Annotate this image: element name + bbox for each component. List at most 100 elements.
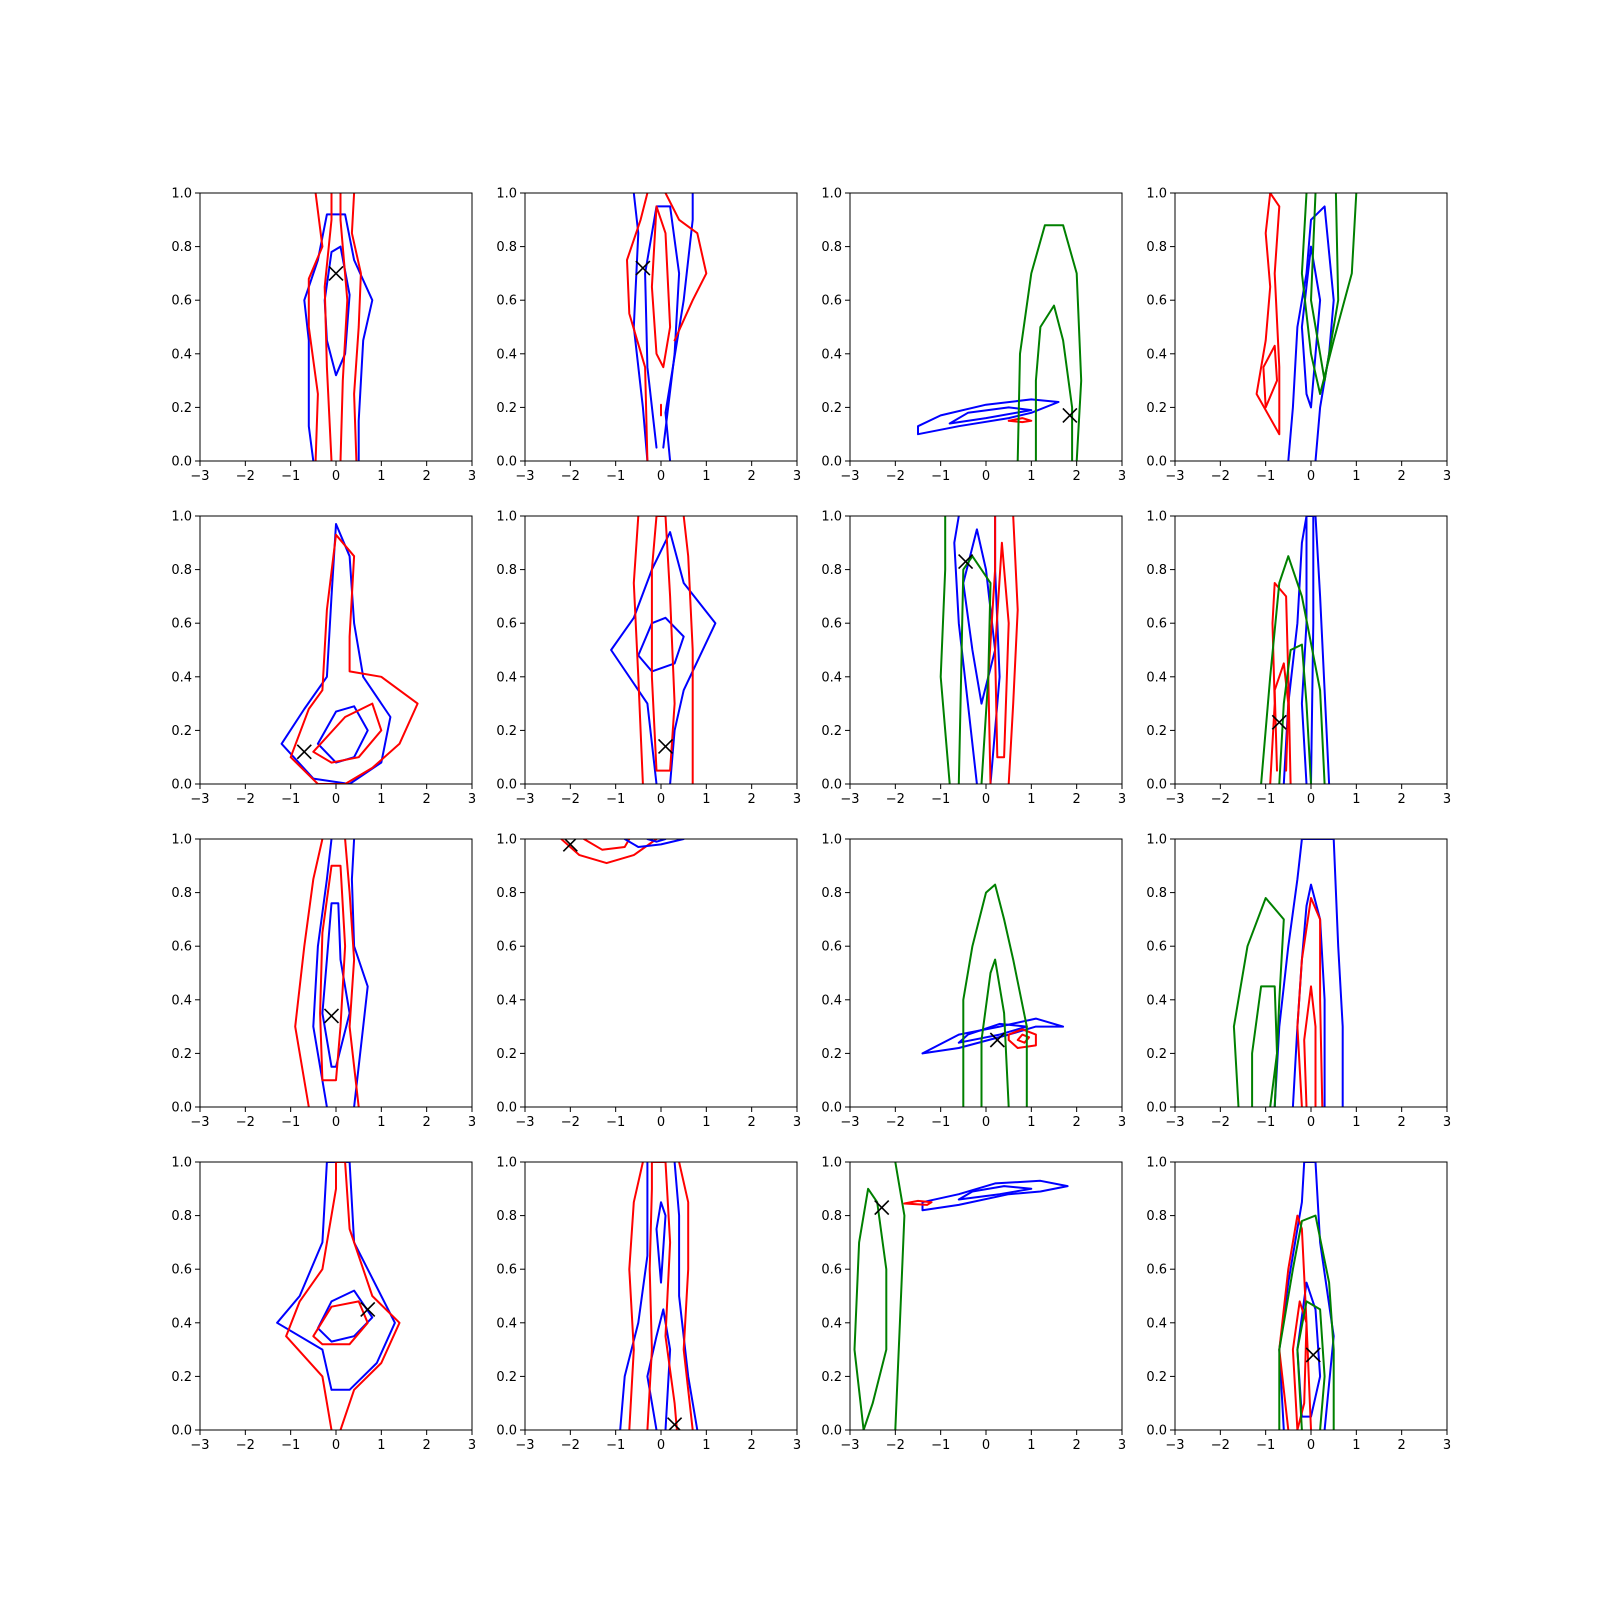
contour-red-3 xyxy=(312,1300,369,1346)
panel-2-1: −3 −2 −1 0 1 2 3 0.0 0.2 0.4 0.6 0.8 1.0 xyxy=(496,833,801,1131)
y-tick-label: 0.2 xyxy=(171,1047,192,1062)
contour-green-5 xyxy=(980,958,1010,1107)
y-tick-label: 0.4 xyxy=(171,670,192,685)
y-tick-label: 1.0 xyxy=(496,1156,517,1171)
y-tick-label: 0.0 xyxy=(496,778,517,793)
y-tick-label: 0.0 xyxy=(171,455,192,470)
x-marker xyxy=(1305,1347,1321,1363)
y-tick-label: 0.2 xyxy=(496,1047,517,1062)
contour-red-5 xyxy=(339,193,349,461)
x-tick-label: 1 xyxy=(702,1115,710,1130)
x-tick-label: 0 xyxy=(1307,1115,1315,1130)
x-tick-label: 3 xyxy=(793,1115,801,1130)
contour-red-3 xyxy=(1016,1033,1031,1044)
x-tick-label: −3 xyxy=(515,469,534,484)
y-tick-label: 0.0 xyxy=(496,1424,517,1439)
contour-red-3 xyxy=(312,702,383,764)
y-tick-label: 0.0 xyxy=(821,455,842,470)
x-tick-label: 0 xyxy=(982,1115,990,1130)
x-tick-label: −3 xyxy=(840,1438,859,1453)
x-tick-label: 3 xyxy=(1118,792,1126,807)
x-tick-label: 0 xyxy=(982,792,990,807)
contour-red-2 xyxy=(1007,1028,1037,1049)
x-marker xyxy=(958,553,974,570)
x-marker xyxy=(667,1417,683,1430)
axes-frame xyxy=(199,192,473,462)
x-tick-label: 0 xyxy=(1307,792,1315,807)
contours xyxy=(276,1162,401,1430)
y-tick-label: 1.0 xyxy=(821,1156,842,1171)
y-tick-label: 1.0 xyxy=(171,510,192,525)
y-tick-label: 1.0 xyxy=(821,187,842,202)
contour-red-3 xyxy=(1273,662,1290,772)
x-tick-label: −1 xyxy=(606,792,625,807)
y-tick-label: 0.8 xyxy=(496,886,517,901)
x-tick-label: −2 xyxy=(561,1115,580,1130)
y-tick-label: 0.8 xyxy=(171,1209,192,1224)
x-marker xyxy=(328,265,344,281)
contour-red-4 xyxy=(1007,516,1019,784)
x-tick-label: 3 xyxy=(793,792,801,807)
panel-0-2: −3 −2 −1 0 1 2 3 0.0 0.2 0.4 0.6 0.8 1.0 xyxy=(821,187,1126,485)
x-tick-label: −2 xyxy=(1211,792,1230,807)
contour-green-5 xyxy=(1278,643,1312,784)
contour-red-0 xyxy=(560,839,658,865)
contour-green-5 xyxy=(1251,985,1278,1107)
y-tick-label: 0.0 xyxy=(171,778,192,793)
y-tick-label: 1.0 xyxy=(496,187,517,202)
x-tick-label: 0 xyxy=(657,1438,665,1453)
x-tick-label: 1 xyxy=(702,1438,710,1453)
contour-red-1 xyxy=(582,839,631,851)
contour-green-3 xyxy=(853,1187,888,1430)
y-tick-label: 0.8 xyxy=(496,563,517,578)
x-tick-label: 0 xyxy=(1307,469,1315,484)
y-tick-label: 0.4 xyxy=(496,1316,517,1331)
y-tick-label: 0.4 xyxy=(496,670,517,685)
y-tick-label: 0.6 xyxy=(171,940,192,955)
y-tick-label: 0.6 xyxy=(1146,294,1167,309)
x-tick-label: 0 xyxy=(657,469,665,484)
y-tick-label: 0.8 xyxy=(171,563,192,578)
panel-1-2: −3 −2 −1 0 1 2 3 0.0 0.2 0.4 0.6 0.8 1.0 xyxy=(821,510,1126,808)
x-tick-label: 1 xyxy=(1027,1115,1035,1130)
x-tick-label: 3 xyxy=(1118,469,1126,484)
y-tick-label: 0.6 xyxy=(171,1263,192,1278)
y-tick-label: 0.2 xyxy=(496,724,517,739)
x-tick-label: 2 xyxy=(748,792,756,807)
contour-green-4 xyxy=(1260,555,1326,784)
contours xyxy=(303,193,374,461)
y-tick-label: 0.6 xyxy=(1146,617,1167,632)
x-tick-label: −3 xyxy=(515,1438,534,1453)
y-tick-label: 0.4 xyxy=(1146,1316,1167,1331)
contour-blue-3 xyxy=(646,839,667,843)
y-tick-label: 0.2 xyxy=(1146,1370,1167,1385)
y-tick-label: 1.0 xyxy=(1146,510,1167,525)
y-tick-label: 0.4 xyxy=(1146,347,1167,362)
contour-red-3 xyxy=(626,193,649,461)
y-tick-label: 0.8 xyxy=(496,1209,517,1224)
x-tick-label: 1 xyxy=(377,1115,385,1130)
y-tick-label: 0.6 xyxy=(171,617,192,632)
x-tick-label: −2 xyxy=(886,1438,905,1453)
x-tick-label: 3 xyxy=(468,1438,476,1453)
x-tick-label: −3 xyxy=(1165,469,1184,484)
x-tick-label: 1 xyxy=(1352,792,1360,807)
y-tick-label: 0.0 xyxy=(496,455,517,470)
contour-red-3 xyxy=(1303,985,1317,1107)
contour-green-7 xyxy=(957,555,992,784)
x-tick-label: −3 xyxy=(515,1115,534,1130)
y-tick-label: 0.2 xyxy=(171,401,192,416)
axes-frame xyxy=(1174,192,1448,462)
x-tick-label: 1 xyxy=(1027,792,1035,807)
x-tick-label: 0 xyxy=(332,1438,340,1453)
contour-red-3 xyxy=(682,516,694,784)
contour-blue-3 xyxy=(1300,245,1322,409)
contour-blue-0 xyxy=(1282,516,1331,784)
y-tick-label: 0.6 xyxy=(1146,1263,1167,1278)
y-tick-label: 0.2 xyxy=(1146,401,1167,416)
contour-green-4 xyxy=(894,1162,906,1430)
y-tick-label: 0.6 xyxy=(496,940,517,955)
x-marker xyxy=(657,738,674,755)
axes-frame xyxy=(199,515,473,785)
contour-red-4 xyxy=(650,516,676,772)
